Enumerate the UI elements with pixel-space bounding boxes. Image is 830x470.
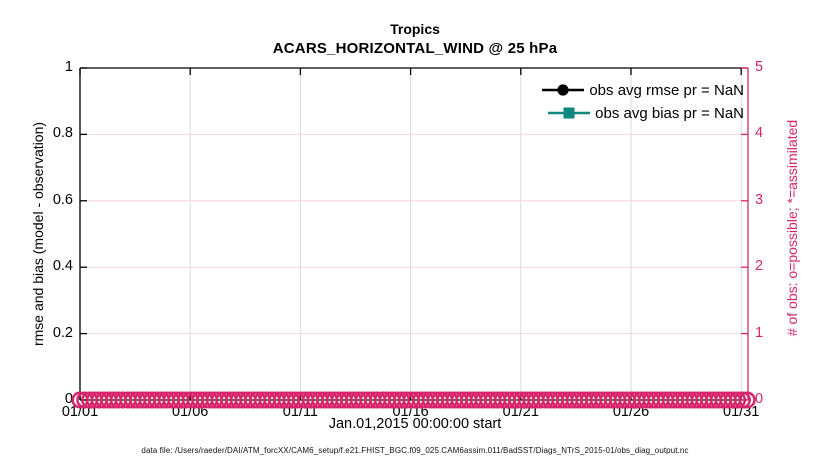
legend-entry-rmse: obs avg rmse pr = NaN — [542, 80, 744, 100]
x-tick-label: 01/26 — [612, 404, 650, 420]
y-left-tick-label: 0.6 — [52, 191, 73, 208]
y-right-tick-label: 1 — [755, 324, 764, 341]
plot-title: Tropics — [390, 21, 440, 37]
right-y-axis-label: # of obs: o=possible; *=assimilated — [784, 119, 800, 337]
y-right-tick-label: 3 — [755, 191, 764, 208]
legend-label-rmse: obs avg rmse pr = NaN — [589, 81, 744, 99]
x-axis-label: Jan.01,2015 00:00:00 start — [328, 416, 502, 432]
x-tick-label: 01/11 — [282, 404, 318, 420]
rmse-line-circle-marker-icon — [542, 84, 585, 96]
y-right-tick-label: 4 — [755, 125, 764, 142]
legend-label-bias: obs avg bias pr = NaN — [595, 104, 744, 122]
legend-entry-bias: obs avg bias pr = NaN — [542, 103, 744, 123]
legend: obs avg rmse pr = NaN obs avg bias pr = … — [542, 80, 744, 123]
x-tick-label: 01/16 — [392, 404, 429, 420]
y-right-tick-label: 2 — [755, 258, 764, 275]
data-file-caption: data file: /Users/raeder/DAI/ATM_forcXX/… — [141, 446, 689, 455]
x-tick-label: 01/06 — [172, 404, 209, 420]
y-left-tick-label: 0.2 — [52, 324, 73, 341]
x-tick-label: 01/31 — [723, 404, 760, 420]
y-left-tick-label: 0.8 — [52, 125, 73, 142]
y-left-tick-label: 0 — [64, 391, 73, 408]
bias-line-square-marker-icon — [548, 107, 591, 119]
y-right-tick-label: 5 — [755, 59, 764, 76]
y-right-tick-label: 0 — [755, 391, 764, 408]
plot-subtitle: ACARS_HORIZONTAL_WIND @ 25 hPa — [272, 40, 558, 57]
left-y-axis-label: rmse and bias (model - observation) — [30, 121, 46, 347]
y-left-tick-label: 1 — [64, 59, 73, 76]
y-left-tick-label: 0.4 — [52, 258, 73, 275]
x-tick-label: 01/21 — [502, 404, 539, 420]
